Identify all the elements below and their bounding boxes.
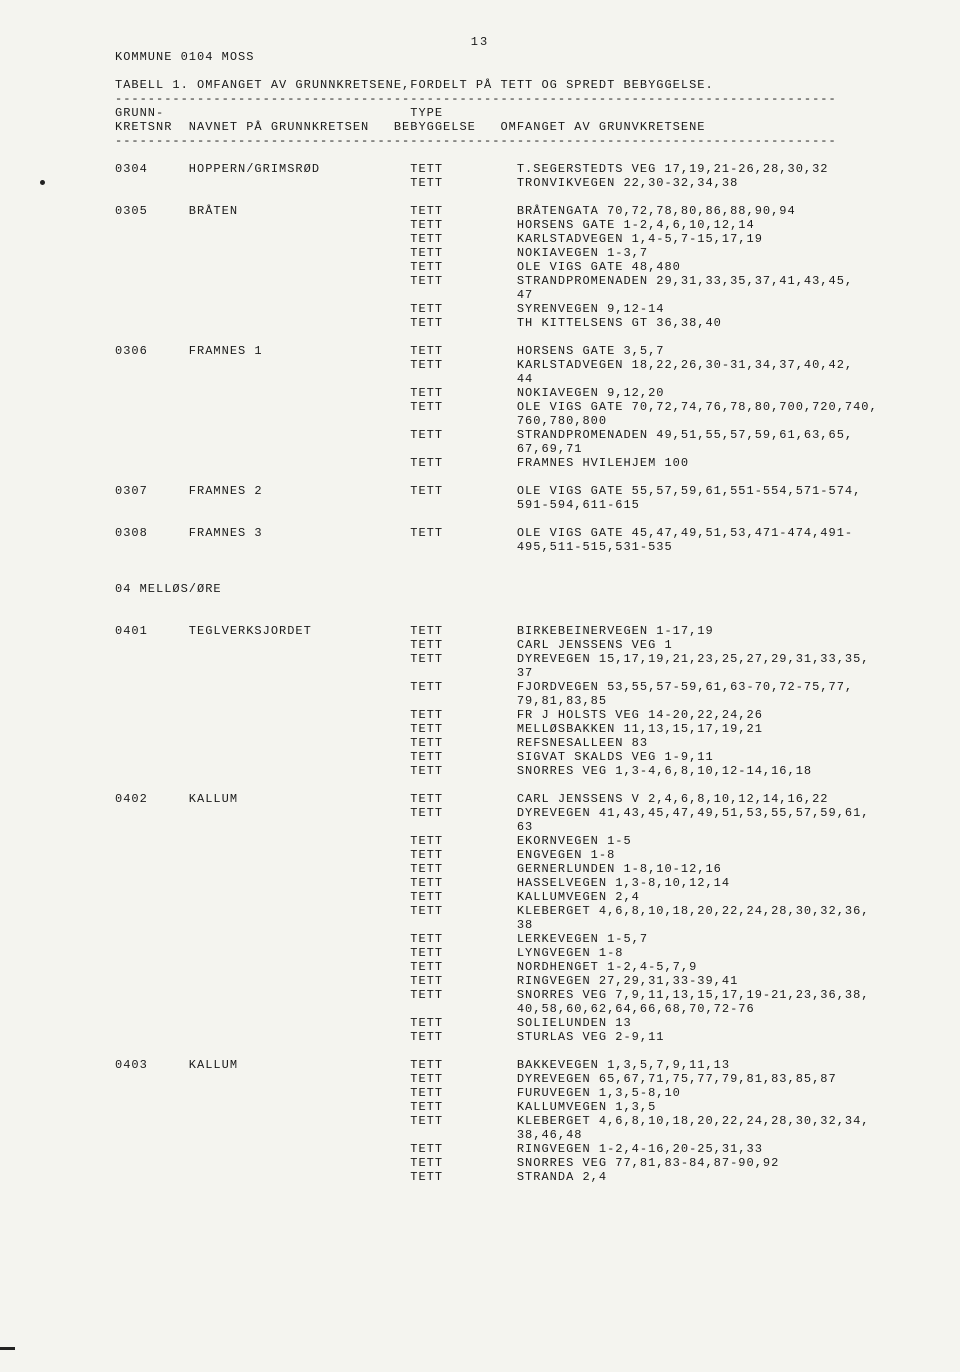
- separator-line: ----------------------------------------…: [115, 134, 960, 148]
- table-body: 0304 HOPPERN/GRIMSRØD TETT T.SEGERSTEDTS…: [115, 162, 960, 1198]
- table-row: 44: [115, 372, 960, 386]
- scan-artifact-dot: [40, 180, 45, 185]
- blank-line: [115, 568, 960, 582]
- table-title: TABELL 1. OMFANGET AV GRUNNKRETSENE,FORD…: [115, 78, 960, 92]
- table-row: TETT NORDHENGET 1-2,4-5,7,9: [115, 960, 960, 974]
- table-row: 0306 FRAMNES 1 TETT HORSENS GATE 3,5,7: [115, 344, 960, 358]
- table-row: TETT SNORRES VEG 7,9,11,13,15,17,19-21,2…: [115, 988, 960, 1002]
- table-row: TETT KLEBERGET 4,6,8,10,18,20,22,24,28,3…: [115, 904, 960, 918]
- blank-line: [115, 190, 960, 204]
- table-row: TETT FR J HOLSTS VEG 14-20,22,24,26: [115, 708, 960, 722]
- scanned-document-page: 13 KOMMUNE 0104 MOSS TABELL 1. OMFANGET …: [0, 0, 960, 1372]
- municipality-line: KOMMUNE 0104 MOSS: [115, 50, 960, 64]
- table-row: TETT FRAMNES HVILEHJEM 100: [115, 456, 960, 470]
- table-row: TETT SOLIELUNDEN 13: [115, 1016, 960, 1030]
- table-row: TETT ENGVEGEN 1-8: [115, 848, 960, 862]
- table-row: TETT OLE VIGS GATE 48,480: [115, 260, 960, 274]
- table-row: TETT OLE VIGS GATE 70,72,74,76,78,80,700…: [115, 400, 960, 414]
- table-row: TETT FJORDVEGEN 53,55,57-59,61,63-70,72-…: [115, 680, 960, 694]
- table-row: TETT EKORNVEGEN 1-5: [115, 834, 960, 848]
- section-heading: 04 MELLØS/ØRE: [115, 582, 960, 596]
- table-row: 40,58,60,62,64,66,68,70,72-76: [115, 1002, 960, 1016]
- table-row: 63: [115, 820, 960, 834]
- table-row: TETT STRANDPROMENADEN 29,31,33,35,37,41,…: [115, 274, 960, 288]
- table-row: TETT RINGVEGEN 1-2,4-16,20-25,31,33: [115, 1142, 960, 1156]
- table-row: TETT STRANDA 2,4: [115, 1170, 960, 1184]
- table-row: 0304 HOPPERN/GRIMSRØD TETT T.SEGERSTEDTS…: [115, 162, 960, 176]
- table-row: TETT STRANDPROMENADEN 49,51,55,57,59,61,…: [115, 428, 960, 442]
- table-row: TETT HASSELVEGEN 1,3-8,10,12,14: [115, 876, 960, 890]
- table-row: TETT FURUVEGEN 1,3,5-8,10: [115, 1086, 960, 1100]
- table-row: TETT SIGVAT SKALDS VEG 1-9,11: [115, 750, 960, 764]
- table-row: TETT SNORRES VEG 1,3-4,6,8,10,12-14,16,1…: [115, 764, 960, 778]
- table-row: 38: [115, 918, 960, 932]
- table-row: 495,511-515,531-535: [115, 540, 960, 554]
- table-row: TETT REFSNESALLEEN 83: [115, 736, 960, 750]
- header-line-2: KRETSNR NAVNET PÅ GRUNNKRETSEN BEBYGGELS…: [115, 120, 960, 134]
- header-line-1: GRUNN- TYPE: [115, 106, 960, 120]
- blank-line: [115, 512, 960, 526]
- table-row: TETT MELLØSBAKKEN 11,13,15,17,19,21: [115, 722, 960, 736]
- table-row: TETT TH KITTELSENS GT 36,38,40: [115, 316, 960, 330]
- table-row: 0402 KALLUM TETT CARL JENSSENS V 2,4,6,8…: [115, 792, 960, 806]
- blank-line: [115, 778, 960, 792]
- table-row: 591-594,611-615: [115, 498, 960, 512]
- table-row: TETT NOKIAVEGEN 9,12,20: [115, 386, 960, 400]
- blank-line: [115, 596, 960, 610]
- table-row: TETT LERKEVEGEN 1-5,7: [115, 932, 960, 946]
- table-row: TETT TRONVIKVEGEN 22,30-32,34,38: [115, 176, 960, 190]
- table-row: 0307 FRAMNES 2 TETT OLE VIGS GATE 55,57,…: [115, 484, 960, 498]
- page-number: 13: [471, 35, 489, 49]
- table-row: TETT STURLAS VEG 2-9,11: [115, 1030, 960, 1044]
- table-row: TETT DYREVEGEN 65,67,71,75,77,79,81,83,8…: [115, 1072, 960, 1086]
- blank-line: [115, 148, 960, 162]
- blank-line: [115, 330, 960, 344]
- separator-line: ----------------------------------------…: [115, 92, 960, 106]
- table-row: 38,46,48: [115, 1128, 960, 1142]
- table-row: TETT KALLUMVEGEN 1,3,5: [115, 1100, 960, 1114]
- table-row: 0305 BRÅTEN TETT BRÅTENGATA 70,72,78,80,…: [115, 204, 960, 218]
- table-row: TETT GERNERLUNDEN 1-8,10-12,16: [115, 862, 960, 876]
- blank-line: [115, 554, 960, 568]
- table-row: 79,81,83,85: [115, 694, 960, 708]
- table-row: TETT NOKIAVEGEN 1-3,7: [115, 246, 960, 260]
- table-row: TETT HORSENS GATE 1-2,4,6,10,12,14: [115, 218, 960, 232]
- blank-line: [115, 470, 960, 484]
- table-row: TETT CARL JENSSENS VEG 1: [115, 638, 960, 652]
- table-row: TETT KARLSTADVEGEN 18,22,26,30-31,34,37,…: [115, 358, 960, 372]
- table-row: 0308 FRAMNES 3 TETT OLE VIGS GATE 45,47,…: [115, 526, 960, 540]
- table-row: TETT DYREVEGEN 15,17,19,21,23,25,27,29,3…: [115, 652, 960, 666]
- table-row: 67,69,71: [115, 442, 960, 456]
- table-row: TETT SYRENVEGEN 9,12-14: [115, 302, 960, 316]
- table-row: 760,780,800: [115, 414, 960, 428]
- table-row: TETT KARLSTADVEGEN 1,4-5,7-15,17,19: [115, 232, 960, 246]
- scan-artifact-dash: [0, 1347, 15, 1350]
- blank-line: [115, 64, 960, 78]
- table-row: TETT LYNGVEGEN 1-8: [115, 946, 960, 960]
- table-row: 0403 KALLUM TETT BAKKEVEGEN 1,3,5,7,9,11…: [115, 1058, 960, 1072]
- table-row: 37: [115, 666, 960, 680]
- blank-line: [115, 610, 960, 624]
- table-row: TETT RINGVEGEN 27,29,31,33-39,41: [115, 974, 960, 988]
- table-row: TETT KLEBERGET 4,6,8,10,18,20,22,24,28,3…: [115, 1114, 960, 1128]
- table-row: 0401 TEGLVERKSJORDET TETT BIRKEBEINERVEG…: [115, 624, 960, 638]
- blank-line: [115, 1184, 960, 1198]
- table-row: TETT SNORRES VEG 77,81,83-84,87-90,92: [115, 1156, 960, 1170]
- blank-line: [115, 1044, 960, 1058]
- table-row: TETT KALLUMVEGEN 2,4: [115, 890, 960, 904]
- table-row: 47: [115, 288, 960, 302]
- table-row: TETT DYREVEGEN 41,43,45,47,49,51,53,55,5…: [115, 806, 960, 820]
